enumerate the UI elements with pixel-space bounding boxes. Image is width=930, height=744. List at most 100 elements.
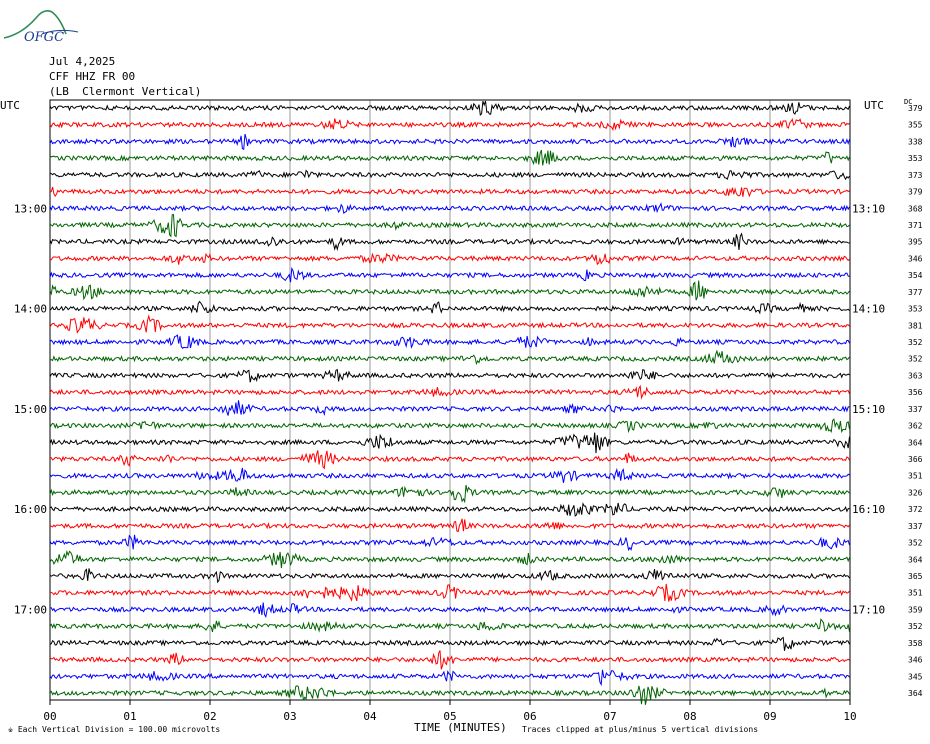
seismic-trace [49, 418, 850, 434]
left-time-label: 14:00 [14, 303, 47, 316]
dc-offset-label: 363 [908, 371, 923, 380]
dc-offset-label: 352 [908, 338, 923, 347]
x-tick-label: 09 [763, 710, 776, 723]
dc-offset-label: 395 [908, 238, 923, 247]
x-tick-label: 03 [283, 710, 296, 723]
seismic-trace [49, 202, 850, 214]
dc-offset-label: 345 [908, 672, 923, 681]
dc-offset-label: 372 [908, 505, 923, 514]
plot-date: Jul 4,2025 [49, 55, 116, 68]
seismic-trace [49, 450, 850, 470]
seismic-trace [49, 334, 850, 350]
dc-offset-label: 364 [908, 438, 923, 447]
seismic-trace [49, 583, 850, 602]
left-timezone-label: UTC [0, 99, 20, 112]
dc-offset-label: 337 [908, 522, 923, 531]
right-time-label: 14:10 [852, 303, 885, 316]
x-tick-label: 01 [123, 710, 136, 723]
right-time-label: 17:10 [852, 603, 885, 616]
seismic-trace [49, 169, 850, 181]
seismic-trace [49, 602, 850, 619]
seismic-trace [49, 568, 850, 584]
seismic-trace [49, 368, 850, 383]
dc-offset-label: 366 [908, 455, 923, 464]
seismic-trace [49, 518, 850, 533]
logo-mountain-icon [3, 10, 67, 39]
dc-offset-label: 346 [908, 656, 923, 665]
seismic-trace [49, 300, 850, 315]
seismic-trace [49, 117, 850, 132]
seismic-trace [49, 636, 850, 651]
x-tick-label: 05 [443, 710, 456, 723]
seismic-trace [49, 400, 850, 417]
dc-offset-label: 373 [908, 171, 923, 180]
small-logo-icon: ※ [8, 727, 14, 734]
seismic-trace [49, 186, 850, 198]
station-code: CFF HHZ FR 00 [49, 70, 136, 83]
dc-offset-label: 358 [908, 639, 923, 648]
seismic-trace [49, 133, 850, 151]
seismic-trace [49, 252, 850, 266]
x-tick-label: 07 [603, 710, 616, 723]
dc-offset-label: 355 [908, 121, 923, 130]
seismic-trace [49, 484, 850, 504]
ofgc-logo: OFGC [2, 4, 82, 48]
x-axis-title: TIME (MINUTES) [414, 721, 507, 734]
dc-column-label: DC [904, 98, 912, 106]
dc-offset-label: 352 [908, 355, 923, 364]
seismic-trace [49, 214, 850, 238]
dc-offset-label: 371 [908, 221, 923, 230]
dc-offset-label: 377 [908, 288, 923, 297]
dc-offset-label: 346 [908, 254, 923, 263]
left-time-label: 16:00 [14, 503, 47, 516]
dc-offset-label: 379 [908, 188, 923, 197]
dc-offset-label: 368 [908, 204, 923, 213]
left-time-label: 17:00 [14, 603, 47, 616]
seismic-trace [49, 685, 850, 705]
seismic-trace [49, 432, 850, 454]
seismic-trace [49, 149, 850, 166]
right-time-label: 16:10 [852, 503, 885, 516]
dc-offset-label: 381 [908, 321, 923, 330]
seismic-trace [49, 669, 850, 687]
right-time-label: 13:10 [852, 202, 885, 215]
left-time-label: 13:00 [14, 202, 47, 215]
dc-offset-label: 351 [908, 472, 923, 481]
dc-offset-label: 353 [908, 154, 923, 163]
dc-offset-label: 362 [908, 422, 923, 431]
dc-offset-label: 352 [908, 622, 923, 631]
seismic-trace [49, 314, 850, 334]
left-time-label: 15:00 [14, 403, 47, 416]
dc-offset-label: 353 [908, 305, 923, 314]
x-tick-label: 06 [523, 710, 536, 723]
seismic-trace [49, 549, 850, 569]
x-tick-label: 08 [683, 710, 696, 723]
logo-text: OFGC [24, 30, 64, 44]
seismic-trace [49, 232, 850, 252]
dc-offset-label: 351 [908, 589, 923, 598]
x-tick-label: 00 [43, 710, 56, 723]
x-tick-label: 10 [843, 710, 856, 723]
scale-note: ※ Each Vertical Division = 100.00 microv… [8, 725, 221, 734]
dc-offset-label: 379 [908, 104, 923, 113]
right-time-label: 15:10 [852, 403, 885, 416]
seismic-trace [49, 266, 850, 283]
x-tick-label: 02 [203, 710, 216, 723]
seismic-trace [49, 384, 850, 400]
dc-offset-label: 356 [908, 388, 923, 397]
seismic-trace [49, 467, 850, 483]
seismic-trace [49, 502, 850, 517]
seismic-trace [49, 534, 850, 552]
x-tick-label: 04 [363, 710, 377, 723]
dc-offset-label: 364 [908, 689, 923, 698]
dc-offset-label: 326 [908, 488, 923, 497]
dc-offset-label: 352 [908, 539, 923, 548]
dc-offset-label: 359 [908, 605, 923, 614]
seismic-trace [49, 650, 850, 670]
seismic-trace [49, 618, 850, 633]
dc-offset-label: 337 [908, 405, 923, 414]
right-timezone-label: UTC [864, 99, 884, 112]
seismic-trace [49, 349, 850, 366]
seismic-trace [49, 100, 850, 117]
